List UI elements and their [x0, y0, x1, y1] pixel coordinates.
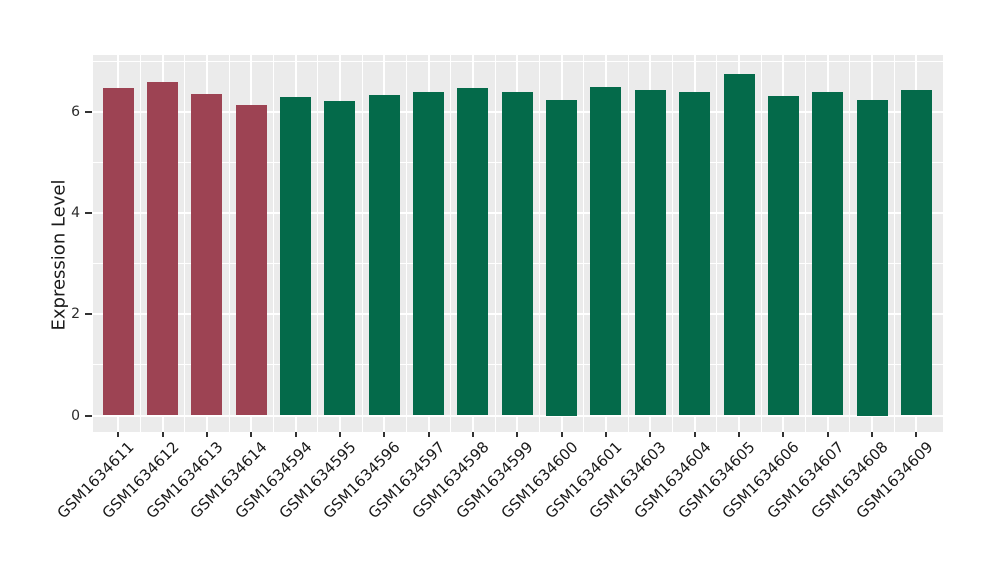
- y-tick-mark: [85, 111, 92, 114]
- x-tick-mark: [738, 432, 741, 437]
- x-tick-mark: [338, 432, 341, 437]
- bar: [723, 74, 755, 416]
- x-tick-mark: [383, 432, 386, 437]
- gridline-v-minor: [405, 55, 407, 432]
- y-tick-mark: [85, 212, 92, 215]
- bar: [634, 90, 666, 416]
- y-tick-mark: [85, 414, 92, 417]
- y-tick-mark: [85, 313, 92, 316]
- bar: [679, 92, 711, 416]
- bar: [856, 99, 888, 416]
- x-tick-mark: [471, 432, 474, 437]
- gridline-v-minor: [893, 55, 895, 432]
- x-tick-mark: [826, 432, 829, 437]
- x-tick-mark: [250, 432, 253, 437]
- bar: [590, 87, 622, 416]
- gridline-v-minor: [317, 55, 319, 432]
- gridline-v-minor: [716, 55, 718, 432]
- x-tick-mark: [205, 432, 208, 437]
- x-tick-mark: [782, 432, 785, 437]
- gridline-v-minor: [184, 55, 186, 432]
- bar: [501, 91, 533, 416]
- bar: [280, 96, 312, 416]
- x-tick-mark: [560, 432, 563, 437]
- x-tick-mark: [649, 432, 652, 437]
- bar: [147, 82, 179, 416]
- x-tick-mark: [516, 432, 519, 437]
- gridline-v-minor: [538, 55, 540, 432]
- bar: [457, 87, 489, 416]
- x-tick-mark: [915, 432, 918, 437]
- gridline-v-minor: [805, 55, 807, 432]
- gridline-v-minor: [450, 55, 452, 432]
- bar: [767, 96, 799, 416]
- x-tick-mark: [604, 432, 607, 437]
- bar: [235, 104, 267, 416]
- gridline-v-minor: [583, 55, 585, 432]
- bar: [546, 99, 578, 416]
- gridline-v-minor: [849, 55, 851, 432]
- x-tick-mark: [294, 432, 297, 437]
- bar: [900, 90, 932, 416]
- bar: [368, 95, 400, 416]
- gridline-v-minor: [139, 55, 141, 432]
- bar: [102, 88, 134, 416]
- bar: [191, 94, 223, 416]
- x-tick-mark: [117, 432, 120, 437]
- y-tick-label: 4: [71, 205, 80, 222]
- gridline-v-minor: [228, 55, 230, 432]
- gridline-v-minor: [672, 55, 673, 432]
- gridline-v-minor: [272, 55, 274, 432]
- x-tick-mark: [871, 432, 874, 437]
- gridline-v-minor: [494, 55, 496, 432]
- y-tick-label: 0: [71, 407, 80, 424]
- y-tick-label: 6: [71, 104, 80, 121]
- x-tick-mark: [427, 432, 430, 437]
- bar: [324, 101, 356, 416]
- x-tick-mark: [161, 432, 164, 437]
- bar: [413, 91, 445, 416]
- gridline-v-minor: [361, 55, 363, 432]
- bar: [812, 92, 844, 416]
- plot-panel: [93, 55, 943, 432]
- x-tick-mark: [693, 432, 696, 437]
- x-tick-label: GSM1634611: [53, 438, 138, 523]
- y-tick-label: 2: [71, 306, 80, 323]
- gridline-v-minor: [760, 55, 762, 432]
- gridline-v-minor: [627, 55, 629, 432]
